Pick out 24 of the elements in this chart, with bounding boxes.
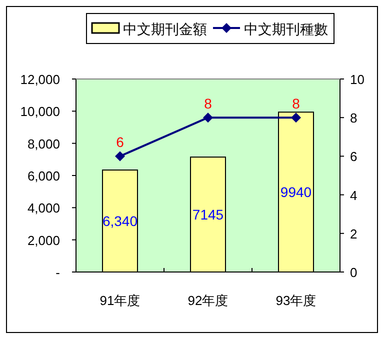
y-tick-label: 12,000 bbox=[20, 72, 60, 87]
y2-tick-label: 2 bbox=[350, 226, 358, 242]
legend-label: 中文期刊金額 bbox=[123, 21, 207, 37]
data-label: 8 bbox=[292, 96, 300, 112]
y2-tick-label: 8 bbox=[350, 110, 358, 126]
data-label: 6,340 bbox=[102, 213, 138, 230]
y-tick-label: 10,000 bbox=[20, 104, 60, 120]
y-tick-label: 6,000 bbox=[27, 168, 60, 184]
data-label: 8 bbox=[204, 96, 212, 112]
y2-tick-label: 4 bbox=[350, 188, 358, 203]
x-tick-label: 93年度 bbox=[276, 293, 316, 308]
y2-tick-label: 10 bbox=[350, 72, 364, 87]
data-label: 7145 bbox=[192, 206, 224, 223]
x-tick-label: 91年度 bbox=[100, 293, 140, 308]
data-label: 6 bbox=[116, 134, 124, 150]
y-tick-label: 8,000 bbox=[27, 136, 60, 152]
y-tick-label: 2,000 bbox=[27, 232, 60, 248]
y-tick-label: 4,000 bbox=[27, 200, 60, 216]
data-label: 9940 bbox=[280, 184, 312, 200]
y2-tick-label: 0 bbox=[350, 265, 358, 280]
x-tick-label: 92年度 bbox=[188, 293, 228, 308]
legend-label: 中文期刊種數 bbox=[244, 21, 328, 37]
y-tick-label: - bbox=[56, 265, 60, 280]
y2-tick-label: 6 bbox=[350, 149, 358, 164]
